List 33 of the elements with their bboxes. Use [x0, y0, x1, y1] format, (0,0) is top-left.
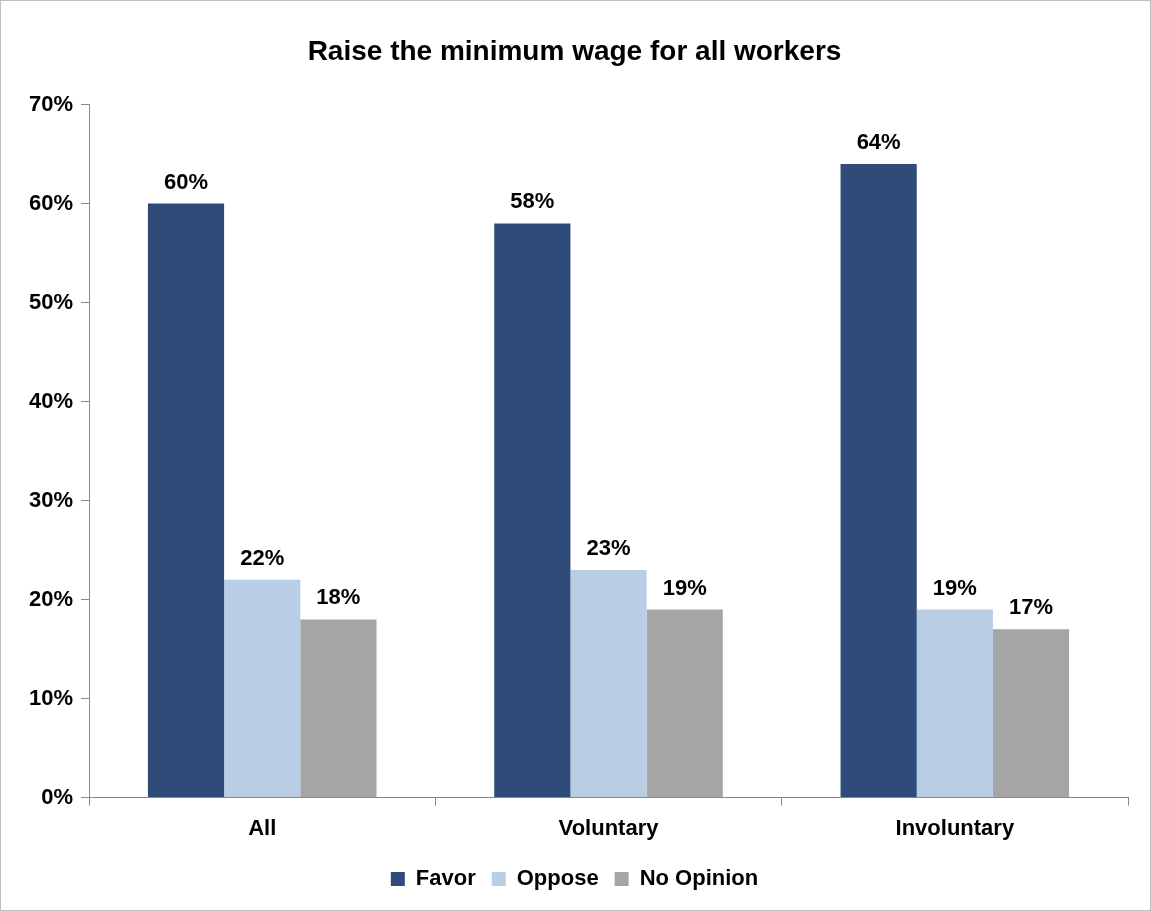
- x-tick-label: All: [248, 814, 277, 840]
- data-label: 60%: [163, 168, 209, 194]
- y-tick-label: 20%: [28, 585, 74, 611]
- legend-label: No Opinion: [639, 865, 759, 891]
- data-label: 23%: [586, 534, 631, 560]
- data-label: 58%: [510, 188, 555, 214]
- bar: [840, 164, 917, 798]
- bar: [916, 609, 993, 798]
- y-tick-label: 70%: [28, 90, 74, 116]
- bar: [646, 609, 723, 798]
- y-tick-label: 50%: [28, 288, 74, 314]
- bar: [147, 203, 225, 798]
- legend-label: Favor: [415, 865, 477, 891]
- data-label: 64%: [856, 129, 901, 155]
- y-tick-label: 0%: [41, 783, 74, 809]
- y-tick-label: 60%: [28, 189, 74, 215]
- y-tick-label: 10%: [28, 684, 74, 710]
- data-label: 22%: [240, 544, 285, 570]
- data-label: 17%: [1009, 594, 1054, 620]
- chart-title: Raise the minimum wage for all workers: [307, 34, 842, 66]
- y-tick-label: 30%: [28, 486, 74, 512]
- data-label: 18%: [316, 584, 361, 610]
- data-label: 19%: [932, 574, 977, 600]
- bar: [570, 569, 647, 798]
- legend-label: Oppose: [516, 865, 599, 891]
- data-label: 19%: [662, 574, 707, 600]
- bar: [300, 619, 377, 798]
- x-tick-label: Involuntary: [895, 814, 1015, 840]
- bar: [992, 629, 1070, 798]
- bar: [494, 223, 571, 798]
- y-tick-label: 40%: [28, 387, 74, 413]
- x-tick-label: Voluntary: [558, 814, 660, 840]
- bar: [224, 579, 301, 798]
